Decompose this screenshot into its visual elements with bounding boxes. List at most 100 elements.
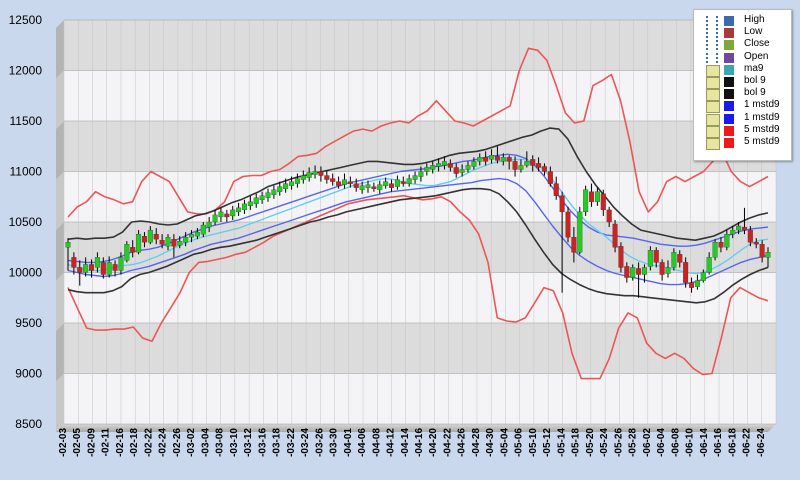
x-tick-label: -02-16	[115, 428, 126, 457]
candle-body	[100, 262, 106, 275]
legend-label: ma9	[744, 62, 764, 74]
candle-body	[536, 163, 542, 168]
candle-body	[447, 163, 453, 168]
x-tick-label: -06-24	[756, 428, 767, 457]
candle-body	[541, 166, 547, 172]
x-tick-label: -04-30	[485, 428, 496, 457]
y-tick-label: 12500	[9, 13, 43, 27]
candle-body	[83, 264, 89, 273]
plot-bands	[56, 19, 776, 432]
candle-body	[200, 224, 206, 235]
x-tick-label: -02-24	[158, 428, 169, 457]
candle-body	[306, 172, 312, 178]
legend-label: 1 mstd9	[744, 99, 780, 111]
candle-body	[353, 183, 359, 188]
candle-body	[483, 157, 489, 162]
legend-label: Close	[744, 38, 770, 50]
legend-swatch	[724, 125, 734, 136]
legend-swatch	[724, 52, 734, 63]
candle-body	[189, 233, 195, 238]
x-tick-label: -04-20	[428, 428, 439, 457]
mstd5-lower-line	[67, 194, 769, 380]
candle-body	[171, 239, 177, 247]
x-tick-label: -04-26	[457, 428, 468, 457]
candle-body	[612, 223, 618, 248]
candle-body	[712, 242, 718, 258]
y-tick-label: 9500	[15, 316, 42, 330]
x-tick-label: -06-18	[727, 428, 738, 457]
candle-body	[412, 175, 418, 180]
x-tick-label: -05-04	[499, 428, 510, 457]
x-tick-label: -03-08	[215, 428, 226, 457]
candle-body	[494, 156, 500, 161]
mstd1-lower-line	[67, 177, 769, 286]
candle-body	[465, 165, 471, 170]
candle-body	[624, 266, 630, 278]
x-tick-label: -02-11	[101, 428, 112, 457]
candle-body	[377, 184, 383, 190]
candle-body	[94, 257, 100, 268]
x-tick-label: -02-26	[172, 428, 183, 457]
x-tick-label: -04-12	[386, 428, 397, 457]
candle-body	[506, 157, 512, 162]
candle-body	[753, 242, 759, 245]
candle-body	[224, 213, 230, 218]
candle-body	[141, 235, 147, 243]
candle-body	[218, 211, 224, 218]
candlestick-icon	[706, 40, 718, 51]
candle-body	[565, 211, 571, 238]
candle-body	[618, 246, 624, 268]
candle-body	[759, 244, 765, 258]
candle-body	[71, 257, 77, 268]
x-tick-label: -03-02	[186, 428, 197, 457]
candle-body	[441, 161, 447, 166]
candle-body	[436, 163, 442, 167]
candle-body	[694, 280, 700, 287]
x-tick-label: -03-22	[286, 428, 297, 457]
x-tick-label: -04-14	[400, 428, 411, 457]
plot-band-side	[56, 272, 64, 331]
line-series-icon	[706, 64, 720, 77]
line-series-icon	[706, 77, 720, 89]
plot-band-side	[56, 222, 64, 281]
candle-body	[230, 209, 236, 217]
legend-swatch	[724, 113, 734, 124]
legend-swatch	[724, 28, 734, 39]
candle-body	[330, 178, 336, 182]
candle-body	[283, 183, 289, 189]
legend-label: 5 mstd9	[744, 136, 780, 147]
legend-label: 5 mstd9	[744, 123, 780, 135]
candle-body	[677, 254, 683, 263]
candle-body	[130, 247, 136, 253]
x-tick-label: -03-16	[257, 428, 268, 457]
candle-body	[183, 236, 189, 243]
candle-body	[518, 165, 524, 170]
line-series-icon	[706, 89, 720, 102]
x-tick-label: -02-03	[58, 428, 69, 457]
candle-body	[736, 225, 742, 231]
candle-body	[659, 262, 665, 275]
candle-body	[430, 165, 436, 170]
candle-body	[553, 183, 559, 196]
candle-body	[241, 203, 247, 211]
candle-body	[459, 169, 465, 173]
candle-body	[589, 191, 595, 202]
candle-body	[124, 244, 130, 261]
x-tick-label: -03-30	[329, 428, 340, 457]
candle-body	[606, 209, 612, 223]
candle-body	[318, 171, 324, 176]
x-tick-label: -03-12	[243, 428, 254, 457]
x-tick-label: -02-18	[129, 428, 140, 457]
candle-body	[453, 167, 459, 174]
mstd5-upper-line	[67, 47, 769, 218]
candle-body	[577, 211, 583, 253]
x-tick-label: -04-06	[357, 428, 368, 457]
x-tick-label: -05-24	[599, 428, 610, 457]
candle-body	[341, 179, 347, 185]
candle-body	[277, 186, 283, 192]
legend-swatch	[724, 16, 734, 26]
x-tick-label: -03-04	[200, 428, 211, 457]
candle-body	[336, 181, 342, 186]
candle-body	[147, 229, 153, 243]
y-tick-label: 9000	[15, 367, 42, 381]
